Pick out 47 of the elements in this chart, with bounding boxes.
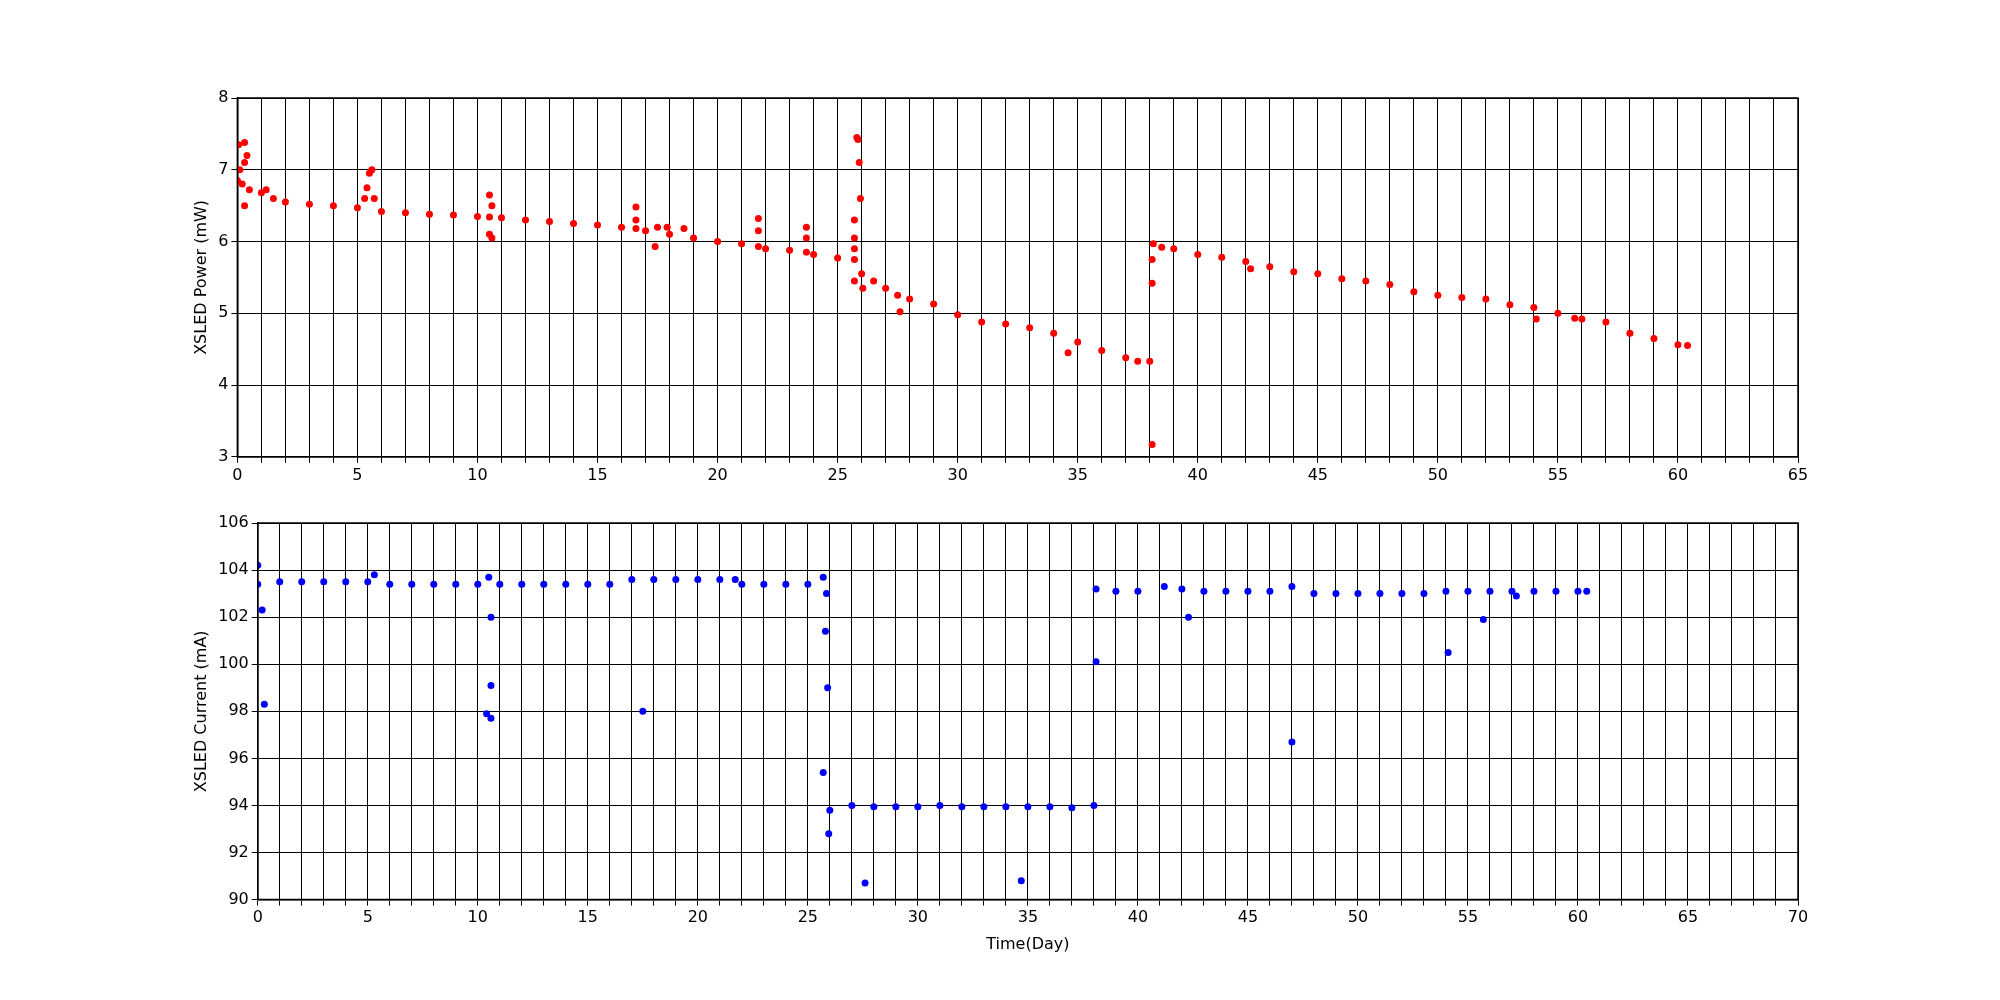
y-tick-label: 92 [228,841,249,861]
x-tick-label: 50 [1347,907,1369,927]
x-tick-label: 35 [1067,464,1088,484]
x-tick-label: 70 [1787,907,1809,927]
x-tick-label: 10 [467,907,488,927]
y-tick-label: 96 [228,747,249,767]
x-tick-label: 35 [1017,907,1039,927]
x-tick-label: 60 [1667,464,1689,484]
x-tick-label: 20 [687,907,708,927]
x-tick-label: 30 [947,464,968,484]
x-tick-label: 15 [587,464,608,484]
x-axis-title: Time(Day) [985,933,1070,953]
x-tick-label: 0 [232,464,243,484]
y-tick-label: 100 [218,653,249,673]
x-tick-label: 30 [907,907,929,927]
y-tick-label: 106 [218,512,249,532]
x-tick-label: 25 [827,464,848,484]
x-tick-label: 65 [1787,464,1809,484]
y-tick-label: 7 [218,158,229,178]
y-tick-label: 98 [228,700,249,720]
y-tick-label: 90 [228,888,249,908]
y-tick-label: 8 [218,87,229,107]
x-tick-label: 65 [1677,907,1699,927]
x-tick-label: 0 [252,907,263,927]
y-tick-label: 94 [228,794,249,814]
x-tick-label: 40 [1187,464,1208,484]
x-tick-label: 10 [467,464,488,484]
x-tick-label: 5 [352,464,363,484]
x-tick-label: 60 [1567,907,1589,927]
x-tick-label: 20 [707,464,728,484]
x-tick-label: 45 [1307,464,1328,484]
x-tick-label: 55 [1457,907,1479,927]
y-axis-title: XSLED Power (mW) [190,199,210,355]
y-tick-label: 5 [218,302,229,322]
y-tick-label: 3 [218,445,229,465]
x-tick-label: 5 [362,907,373,927]
y-tick-label: 6 [218,230,229,250]
x-tick-label: 55 [1547,464,1569,484]
x-tick-label: 15 [577,907,598,927]
y-axis-title: XSLED Current (mA) [190,630,210,793]
y-tick-label: 104 [218,559,249,579]
x-tick-label: 45 [1237,907,1259,927]
x-tick-label: 40 [1127,907,1149,927]
x-tick-label: 50 [1427,464,1449,484]
y-tick-label: 102 [218,606,249,626]
x-tick-label: 25 [797,907,819,927]
y-tick-label: 4 [218,374,229,394]
